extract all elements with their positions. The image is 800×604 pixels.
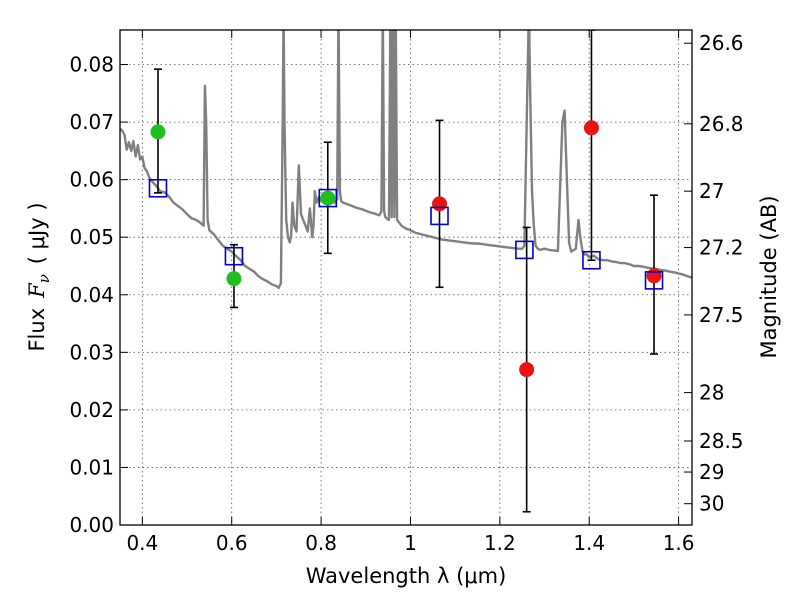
right-axis-label: Magnitude (AB) [757,195,781,358]
sed-spectrum-line [120,30,692,290]
right-tick-label: 26.8 [699,112,744,136]
plot-frame [119,29,693,526]
right-tick-label: 29 [699,460,724,484]
green-data-point [150,124,166,140]
right-tick-label: 28.5 [699,429,744,453]
right-tick-label: 27.5 [699,303,744,327]
model-square-marker [644,271,664,290]
red-data-point [519,362,535,378]
y-tick-label: 0.07 [69,110,114,134]
y-tick-label: 0.04 [69,283,114,307]
x-tick-label: 0.6 [216,531,248,555]
x-tick-label: 1.4 [573,531,605,555]
y-tick-label: 0.00 [69,513,114,537]
model-square-marker [224,246,244,266]
x-tick-label: 1.2 [484,531,516,555]
model-square-marker [318,188,338,208]
right-tick-label: 27 [699,179,724,203]
y-tick-label: 0.02 [69,398,114,422]
red-data-point [646,268,662,284]
red-data-point [432,196,448,212]
y-tick-label: 0.03 [69,340,114,364]
red-data-point [583,120,599,136]
model-square-marker [430,206,449,226]
y-tick-label: 0.01 [69,455,114,479]
right-tick-label: 26.6 [699,31,744,55]
model-square-marker [148,178,168,198]
x-axis-ticks: 0.4 0.6 0.8 1 1.2 1.4 1.6 [126,30,695,555]
model-square-marker [582,250,601,270]
right-axis-ticks: 26.6 26.8 27 27.2 27.5 28 28.5 29 30 [684,31,744,516]
right-tick-label: 30 [699,492,724,516]
y-axis-ticks: 0.00 0.01 0.02 0.03 0.04 0.05 0.06 0.07 0.08 [69,53,128,537]
y-axis-label: FluxFν( μJy ) [25,202,53,351]
y-tick-label: 0.08 [69,53,114,77]
right-tick-label: 27.2 [699,236,744,260]
right-tick-label: 28 [699,381,724,405]
sed-spectrum-layer [120,30,692,290]
green-data-point [226,271,242,287]
x-tick-label: 0.4 [126,531,158,555]
green-data-point [320,190,336,206]
x-tick-label: 1 [404,531,417,555]
model-square-marker [515,240,534,260]
x-tick-label: 0.8 [305,531,337,555]
x-tick-label: 1.6 [663,531,695,555]
error-bars-layer [153,30,659,513]
y-tick-label: 0.05 [69,225,114,249]
data-points-layer [148,120,664,378]
y-tick-label: 0.06 [69,168,114,192]
x-axis-label: Wavelength λ (μm) [306,564,507,588]
